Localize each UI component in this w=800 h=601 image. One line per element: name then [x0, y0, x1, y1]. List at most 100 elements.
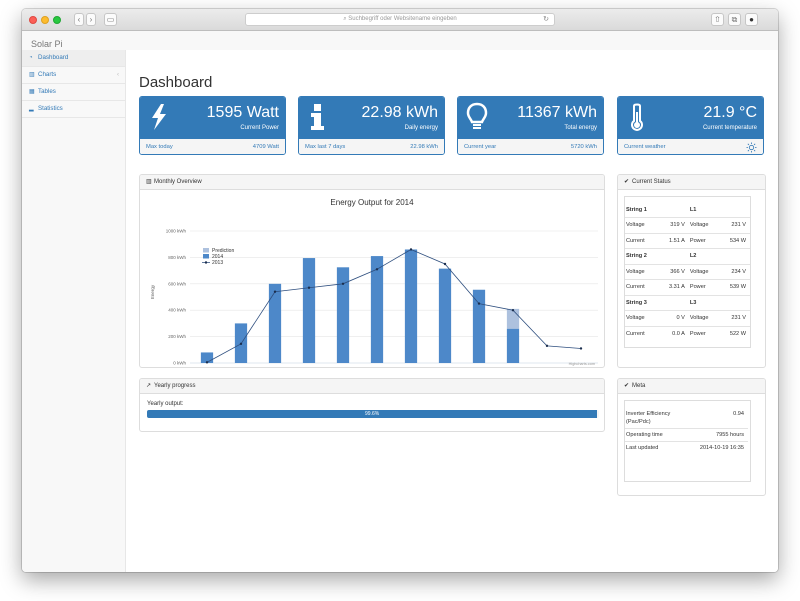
table-cell: Voltage: [625, 310, 659, 326]
x-tick-label: Apr: [305, 367, 313, 368]
stat-value: 1595 Watt: [206, 104, 279, 121]
legend-label-2013: 2013: [212, 260, 223, 266]
sidebar-item-label: Charts: [38, 71, 57, 78]
x-tick-label: Jun: [373, 367, 381, 368]
sidebar-item-tables[interactable]: ▦ Tables: [22, 84, 125, 101]
progress-label: Yearly output:: [147, 401, 184, 407]
share-icon[interactable]: ⇧: [711, 13, 724, 26]
progress-track: 99.6%: [147, 410, 599, 418]
table-cell: String 2: [625, 248, 659, 264]
meta-value: 0.94: [733, 411, 744, 417]
point-2013-aug: [443, 262, 447, 266]
panel-heading: ▥ Monthly Overview: [140, 175, 604, 190]
table-row: Current 1.51 A Power 534 W: [625, 232, 750, 249]
point-2013-jul: [409, 248, 413, 251]
energy-chart: Energy Output for 2014 0 kWh 200 kWh 400 k…: [150, 198, 598, 368]
x-tick-label: Dec: [577, 367, 586, 368]
stat-footer[interactable]: Max last 7 days 22.98 kWh: [299, 139, 444, 154]
chart-grid: [190, 230, 598, 364]
table-cell: Power: [688, 325, 720, 342]
x-axis-ticks: Jan Feb Mar Apr May Jun Jul Aug Sep Oct Nov Dec: [203, 367, 585, 368]
panel-heading: ✔ Current Status: [618, 175, 765, 190]
table-cell: [658, 248, 689, 264]
sidebar-item-statistics[interactable]: ▂ Statistics: [22, 101, 125, 118]
table-cell: 231 V: [719, 310, 750, 326]
chart-credit: Highcharts.com: [569, 362, 595, 366]
browser-toolbar: ‹ › ▭ ⌕ Suchbegriff oder Websitename ein…: [22, 9, 778, 31]
y-axis-label: Energy: [150, 284, 155, 299]
table-cell: Voltage: [625, 263, 659, 280]
x-tick-label: Mar: [271, 367, 279, 368]
sun-icon: [746, 142, 757, 153]
table-row: Current 3.31 A Power 539 W: [625, 279, 750, 295]
stat-footer-label: Current year: [464, 144, 497, 150]
stat-label: Total energy: [564, 125, 597, 131]
stat-footer[interactable]: Current weather: [618, 139, 763, 154]
sidebar-item-charts[interactable]: ▥ Charts ‹: [22, 67, 125, 84]
lightbulb-icon: [466, 102, 488, 129]
stat-value: 11367 kWh: [517, 104, 597, 121]
table-row: Voltage 366 V Voltage 234 V: [625, 263, 750, 280]
panel-title: Meta: [632, 383, 646, 389]
stat-card-temperature: 21.9 °C Current temperature Current weat…: [617, 96, 764, 155]
x-tick-label: Jul: [408, 367, 414, 368]
table-cell: 522 W: [719, 325, 750, 342]
stat-label: Current Power: [240, 125, 279, 131]
sidebar-item-dashboard[interactable]: ◔ Dashboard: [22, 50, 125, 67]
current-status-panel: ✔ Current Status String 1 L1 Voltage 319 V Vo…: [617, 174, 766, 368]
close-window-button[interactable]: [29, 16, 37, 24]
table-cell: L1: [689, 206, 697, 213]
meta-table: Inverter Efficiency (Pac/Pdc) 0.94 Operati…: [625, 408, 748, 454]
x-tick-label: Jan: [203, 367, 211, 368]
point-2013-dec: [579, 347, 583, 350]
table-row: Voltage 319 V Voltage 231 V: [625, 217, 750, 233]
table-cell: Voltage: [688, 263, 720, 280]
bar-2014-apr: [302, 258, 316, 363]
bar-chart-icon: ▥: [146, 179, 152, 185]
bar-2014-mar: [268, 283, 282, 363]
table-cell: Voltage: [688, 217, 720, 233]
extension-icon[interactable]: ●: [745, 13, 758, 26]
point-2013-sep: [477, 302, 481, 305]
monthly-overview-panel: ▥ Monthly Overview Energy Output for 2014…: [139, 174, 605, 368]
sidebar-item-label: Dashboard: [38, 54, 69, 61]
address-bar[interactable]: ⌕ Suchbegriff oder Websitename eingeben …: [245, 13, 555, 26]
stat-footer[interactable]: Current year 5720 kWh: [458, 139, 603, 154]
table-cell: 3.31 A: [658, 279, 689, 295]
stat-value: 22.98 kWh: [361, 104, 438, 121]
point-2013-feb: [239, 342, 243, 346]
x-tick-label: Feb: [237, 367, 245, 368]
sidebar-toggle-icon[interactable]: ▭: [104, 13, 117, 26]
sidebar: ◔ Dashboard ▥ Charts ‹ ▦ Tables ▂ Statistics: [22, 50, 126, 572]
page-title: Dashboard: [139, 74, 213, 91]
stat-label: Current temperature: [702, 125, 757, 131]
table-row: Operating time 7955 hours: [625, 428, 748, 442]
table-cell: [719, 202, 750, 218]
back-icon[interactable]: ‹: [74, 13, 84, 26]
thermometer-icon: [631, 103, 643, 132]
stat-footer[interactable]: Max today 4709 Watt: [140, 139, 285, 154]
zoom-window-button[interactable]: [53, 16, 61, 24]
brand[interactable]: Solar Pi: [31, 39, 63, 49]
statistics-icon: ▂: [29, 106, 34, 112]
chart-title: Energy Output for 2014: [330, 198, 414, 207]
table-cell: 319 V: [658, 217, 689, 233]
table-cell: Voltage: [688, 310, 720, 326]
y-tick-label: 0 kWh: [173, 361, 186, 366]
reload-icon[interactable]: ↻: [543, 16, 549, 23]
y-tick-label: 1000 kWh: [166, 229, 187, 234]
table-cell: [719, 294, 750, 311]
table-row: String 1 L1: [625, 202, 750, 218]
minimize-window-button[interactable]: [41, 16, 49, 24]
table-cell: 366 V: [658, 263, 689, 280]
table-cell: 0.0 A: [658, 325, 689, 342]
bar-2014-oct: [506, 328, 520, 363]
forward-icon[interactable]: ›: [86, 13, 96, 26]
table-cell: [658, 202, 689, 218]
meta-label: Last updated: [625, 441, 693, 454]
table-cell: L3: [688, 294, 720, 311]
bar-2014-sep: [472, 289, 486, 363]
table-cell: Current: [625, 325, 659, 342]
tabs-icon[interactable]: ⧉: [728, 13, 741, 26]
stat-card-current-power: 1595 Watt Current Power Max today 4709 W…: [139, 96, 286, 155]
